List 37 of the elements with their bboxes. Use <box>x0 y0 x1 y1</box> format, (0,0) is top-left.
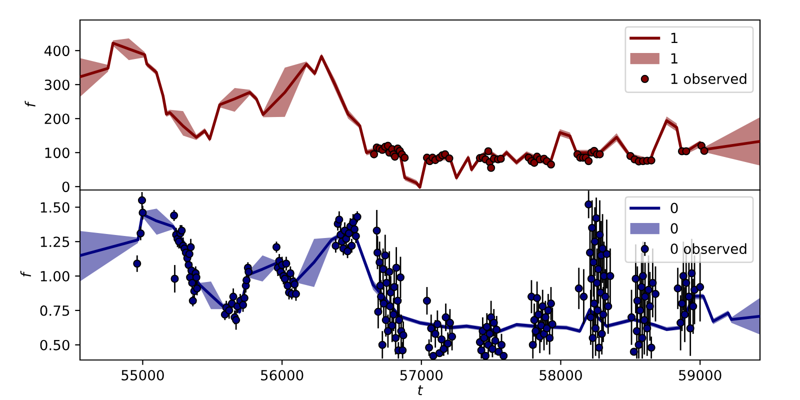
point <box>445 154 454 162</box>
y-tick-label: 300 <box>44 80 70 90</box>
y-tick-label: 100 <box>45 148 70 158</box>
x-axis-title: t <box>418 385 424 396</box>
y-tick-label: 1.00 <box>40 271 70 282</box>
point <box>682 147 690 156</box>
point <box>584 157 593 166</box>
y-tick-label: 1.50 <box>40 202 70 213</box>
x-tick-label: 57000 <box>400 370 443 380</box>
y-tick-label: 0.50 <box>40 340 70 350</box>
legend-label: 0 observed <box>670 243 746 254</box>
y-tick-label: 200 <box>44 114 70 124</box>
y-axis-title: f <box>20 270 31 277</box>
y-tick-label: 0.75 <box>40 305 70 316</box>
y-tick-label: 400 <box>44 46 70 56</box>
point <box>700 146 708 155</box>
y-axis-title: f <box>24 100 36 107</box>
point <box>546 160 556 169</box>
x-tick-label: 55000 <box>122 370 164 380</box>
legend-label: 0 <box>670 223 678 234</box>
legend-label: 1 <box>671 53 678 64</box>
y-tick-label: 0 <box>62 182 70 192</box>
text: 0 <box>670 202 678 214</box>
y-tick-label: 1.25 <box>40 236 70 248</box>
x-tick-label: 59000 <box>679 370 722 380</box>
point <box>400 154 409 162</box>
text: 1 <box>671 32 678 44</box>
point <box>647 156 656 164</box>
point <box>390 152 399 161</box>
point <box>484 147 492 156</box>
x-tick-label: 56000 <box>261 370 304 380</box>
point <box>370 150 378 158</box>
point <box>596 150 604 158</box>
point <box>487 164 496 172</box>
point <box>496 154 505 163</box>
legend-label: 1 observed <box>671 73 746 84</box>
x-tick-label: 58000 <box>540 370 582 380</box>
